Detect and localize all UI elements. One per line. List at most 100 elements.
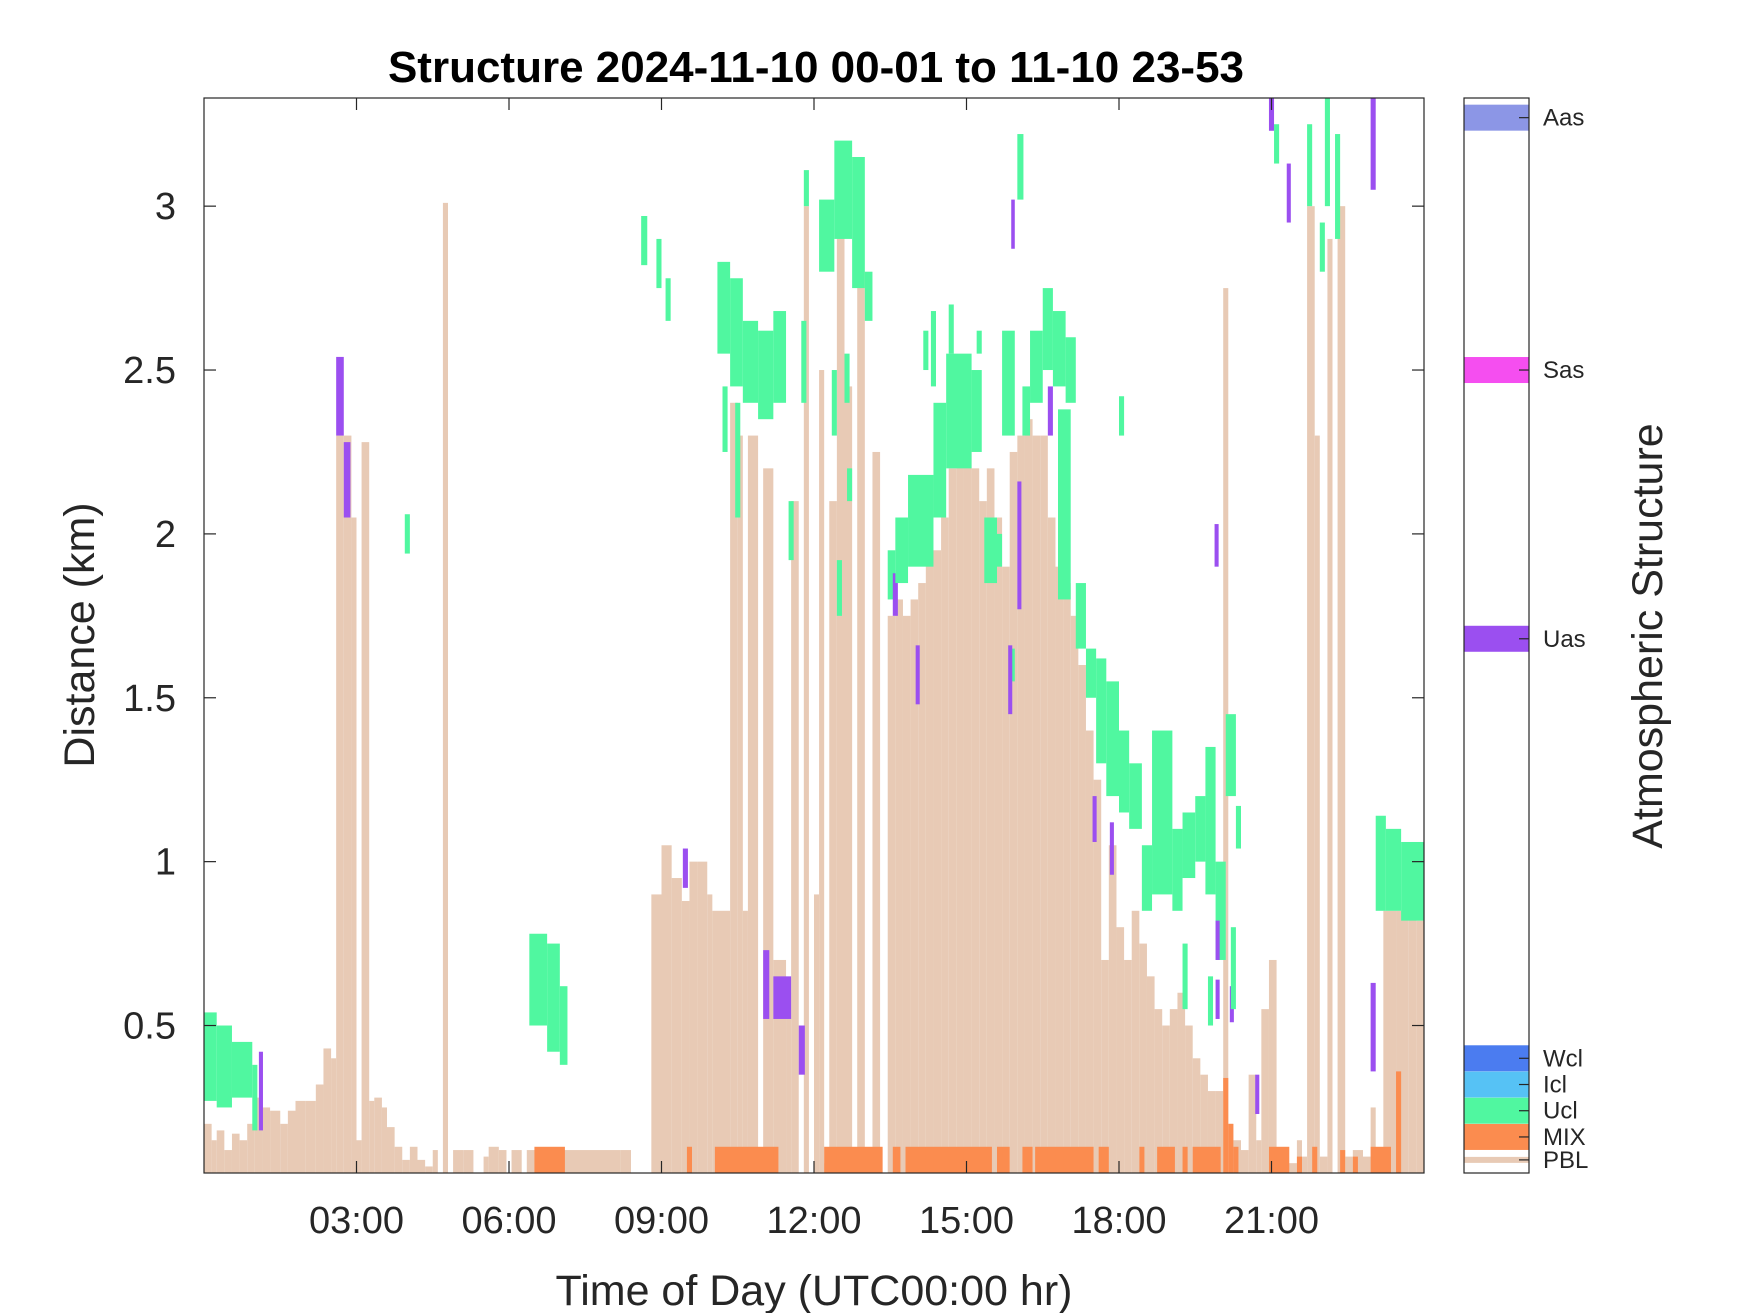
cell-ucl (216, 1025, 232, 1108)
colorbar-swatch-uas (1464, 625, 1529, 652)
pbl-column (1314, 435, 1320, 1173)
y-tick-label: 2.5 (123, 350, 176, 392)
cell-ucl (847, 468, 853, 502)
pbl-column (651, 894, 662, 1173)
pbl-column (204, 1123, 212, 1173)
colorbar-swatch-sas (1464, 357, 1529, 384)
pbl-column (979, 501, 987, 1173)
cell-uas (1370, 98, 1376, 190)
x-axis-label: Time of Day (UTC00:00 hr) (556, 1267, 1073, 1313)
pbl-column (231, 1133, 240, 1173)
cell-mix (1139, 1146, 1145, 1173)
cell-ucl (1058, 409, 1071, 600)
cell-uas (1215, 979, 1220, 1019)
cell-ucl (1401, 841, 1424, 921)
cell-ucl (984, 517, 997, 584)
pbl-column (1032, 435, 1041, 1173)
cell-ucl (1207, 976, 1214, 1026)
pbl-column (1345, 1156, 1353, 1173)
cell-mix (714, 1146, 779, 1173)
y-tick-label: 3 (155, 186, 176, 228)
pbl-column (351, 517, 357, 1173)
cell-uas (1017, 481, 1022, 610)
pbl-column (343, 435, 352, 1173)
cell-uas (1255, 1074, 1260, 1115)
cell-ucl (1141, 845, 1153, 911)
pbl-column (1215, 1091, 1224, 1173)
cell-mix (1022, 1146, 1033, 1173)
pbl-column (742, 910, 748, 1173)
pbl-column (1124, 959, 1132, 1173)
cell-ucl (836, 560, 842, 616)
pbl-column (1261, 1009, 1269, 1173)
pbl-column (1408, 910, 1417, 1173)
pbl-column (1070, 615, 1079, 1173)
pbl-column (1248, 1074, 1257, 1173)
pbl-column (280, 1123, 288, 1173)
cell-uas (336, 356, 344, 436)
pbl-column (247, 1123, 255, 1173)
pbl-column (483, 1156, 489, 1173)
x-tick-label: 06:00 (461, 1200, 556, 1242)
pbl-column (722, 910, 731, 1173)
x-tick-label: 12:00 (766, 1200, 861, 1242)
y-axis: 0.5 1 1.5 2 2.5 3 (123, 186, 1424, 1048)
pbl-column (661, 845, 672, 1173)
cell-ucl (946, 353, 972, 469)
pbl-column (786, 992, 792, 1173)
pbl-column (689, 861, 698, 1173)
pbl-column (1101, 959, 1109, 1173)
pbl-column (216, 1130, 225, 1173)
x-tick-label: 15:00 (919, 1200, 1014, 1242)
pbl-column (1370, 1107, 1376, 1173)
cell-ucl (971, 370, 982, 452)
cell-ucl (1152, 730, 1173, 895)
pbl-column (910, 599, 919, 1173)
cell-uas (1011, 199, 1015, 249)
pbl-column (1207, 1091, 1216, 1173)
pbl-column (254, 1097, 263, 1173)
pbl-column (1169, 1009, 1178, 1173)
cell-ucl (1119, 730, 1130, 813)
y-tick-label: 2 (155, 514, 176, 556)
pbl-column (409, 1146, 418, 1173)
cell-mix (1352, 1156, 1358, 1173)
pbl-column (1256, 1140, 1262, 1173)
pbl-column (295, 1100, 306, 1173)
cell-uas (1268, 98, 1275, 131)
y-tick-label: 1 (155, 842, 176, 884)
cell-mix (1312, 1146, 1318, 1173)
cell-ucl (1182, 943, 1188, 1010)
pbl-column (803, 206, 809, 1173)
colorbar-label-ucl: Ucl (1543, 1098, 1578, 1125)
cell-ucl (758, 330, 774, 420)
cell-ucl (1375, 815, 1386, 911)
pbl-column (356, 1140, 362, 1173)
pbl-column (1177, 992, 1186, 1173)
cell-ucl (864, 271, 873, 321)
pbl-column (336, 435, 344, 1173)
pbl-column (270, 1110, 281, 1173)
cell-ucl (976, 330, 982, 354)
colorbar-swatch-wcl (1464, 1045, 1529, 1072)
pbl-column (986, 468, 995, 1174)
cell-mix (1098, 1146, 1109, 1173)
cell-ucl (803, 170, 809, 207)
cell-ucl (1182, 812, 1196, 879)
pbl-column (1146, 976, 1155, 1173)
colorbar-swatch-aas (1464, 104, 1529, 131)
cell-ucl (1335, 134, 1341, 239)
cell-ucl (1085, 648, 1097, 698)
cell-ucl (404, 514, 410, 554)
pbl-column (737, 435, 743, 1173)
colorbar-label-uas: Uas (1543, 626, 1586, 653)
cell-uas (1047, 386, 1053, 436)
cell-mix (1192, 1146, 1221, 1173)
cell-mix (1223, 1077, 1229, 1173)
x-tick-label: 03:00 (309, 1200, 404, 1242)
pbl-column (453, 1150, 464, 1173)
cell-uas (1215, 920, 1220, 960)
pbl-column (1040, 435, 1048, 1173)
pbl-column (814, 894, 820, 1173)
